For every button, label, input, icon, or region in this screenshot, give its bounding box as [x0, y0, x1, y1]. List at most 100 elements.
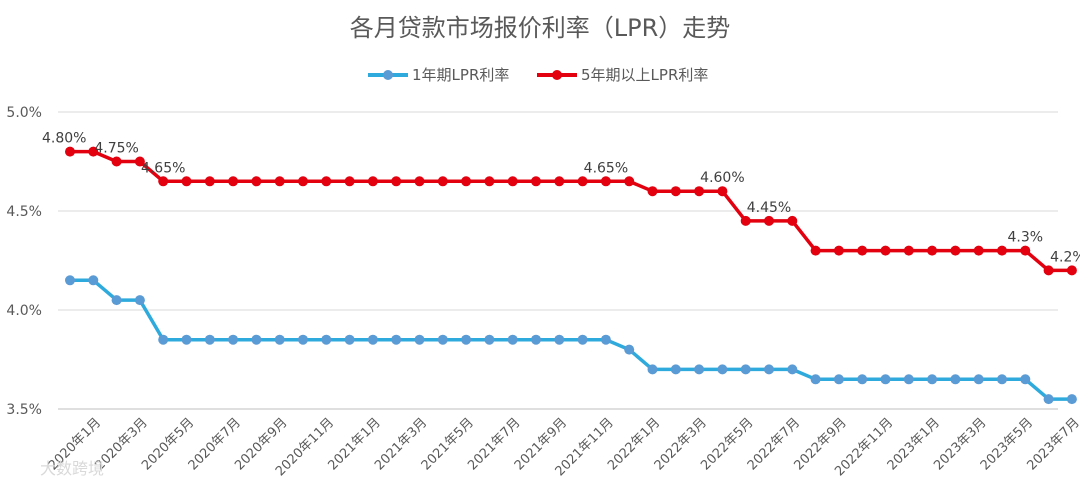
grid-lines	[58, 111, 1058, 410]
data-point-0	[367, 334, 378, 345]
data-point-1	[740, 215, 751, 226]
data-point-1	[1066, 265, 1077, 276]
watermark: 大数跨境	[40, 459, 104, 478]
series-line-0	[70, 278, 1072, 401]
data-point-1	[204, 176, 215, 187]
data-point-0	[437, 334, 448, 345]
data-point-0	[274, 334, 285, 345]
data-point-1	[554, 176, 565, 187]
data-point-0	[624, 344, 635, 355]
data-point-0	[717, 364, 728, 375]
data-label: 4.45%	[747, 200, 791, 216]
data-label: 4.60%	[700, 170, 744, 186]
data-point-1	[647, 186, 658, 197]
data-point-0	[344, 334, 355, 345]
data-point-0	[927, 374, 938, 385]
y-axis: 3.5% 4.0% 4.5% 5.0%	[6, 105, 42, 418]
data-point-1	[391, 176, 402, 187]
data-point-1	[65, 146, 75, 157]
data-point-0	[833, 374, 844, 385]
x-axis: 2020年1月2020年3月2020年5月2020年7月2020年9月2020年…	[46, 415, 1080, 479]
data-point-0	[857, 374, 868, 385]
data-point-0	[973, 374, 984, 385]
data-point-0	[670, 364, 681, 375]
data-point-1	[577, 176, 588, 187]
y-tick-label: 3.5%	[6, 402, 42, 418]
data-point-1	[903, 245, 914, 256]
data-point-1	[251, 176, 262, 187]
data-point-0	[787, 364, 798, 375]
data-point-1	[694, 186, 705, 197]
data-point-1	[367, 176, 378, 187]
legend-marker-1yr	[383, 70, 393, 80]
data-point-0	[134, 295, 145, 306]
data-point-0	[554, 334, 565, 345]
data-point-1	[973, 245, 984, 256]
data-point-0	[298, 334, 308, 345]
data-point-1	[997, 245, 1007, 256]
data-point-0	[531, 334, 541, 345]
data-point-1	[158, 176, 169, 187]
data-point-1	[1043, 265, 1054, 276]
data-point-0	[204, 334, 215, 345]
data-point-0	[810, 374, 821, 385]
data-point-1	[833, 245, 844, 256]
data-point-1	[437, 176, 448, 187]
data-point-1	[461, 176, 472, 187]
data-point-1	[624, 176, 635, 187]
data-point-1	[764, 215, 774, 226]
legend-marker-5yr	[552, 70, 562, 80]
data-point-1	[670, 186, 681, 197]
data-point-0	[65, 275, 75, 286]
data-point-0	[577, 334, 588, 345]
data-point-0	[1043, 394, 1054, 405]
data-point-1	[134, 156, 145, 167]
data-point-0	[1020, 374, 1031, 385]
data-point-1	[531, 176, 541, 187]
data-point-1	[857, 245, 868, 256]
data-point-0	[321, 334, 332, 345]
data-point-0	[997, 374, 1007, 385]
legend-label-5yr: 5年期以上LPR利率	[581, 66, 708, 84]
data-point-1	[88, 146, 99, 157]
data-point-0	[694, 364, 705, 375]
data-point-0	[740, 364, 751, 375]
data-point-1	[880, 245, 891, 256]
y-tick-label: 4.0%	[6, 303, 42, 319]
chart-legend: 1年期LPR利率 5年期以上LPR利率	[368, 66, 708, 84]
legend-label-1yr: 1年期LPR利率	[412, 66, 509, 84]
data-point-1	[950, 245, 961, 256]
data-label: 4.3%	[1008, 230, 1044, 246]
data-point-0	[228, 334, 239, 345]
data-label: 4.2%	[1050, 249, 1080, 265]
chart-title: 各月贷款市场报价利率（LPR）走势	[350, 14, 731, 42]
data-point-1	[810, 245, 821, 256]
data-label: 4.65%	[584, 160, 628, 176]
data-point-1	[507, 176, 518, 187]
data-point-1	[274, 176, 285, 187]
series-layer	[65, 146, 1077, 405]
data-point-1	[600, 176, 611, 187]
data-point-0	[903, 374, 914, 385]
data-point-0	[880, 374, 891, 385]
data-point-1	[414, 176, 425, 187]
data-point-1	[321, 176, 332, 187]
data-point-1	[228, 176, 239, 187]
data-point-1	[484, 176, 495, 187]
data-point-1	[927, 245, 938, 256]
data-point-1	[111, 156, 122, 167]
data-point-0	[181, 334, 192, 345]
data-point-0	[600, 334, 611, 345]
data-point-1	[181, 176, 192, 187]
data-point-0	[461, 334, 472, 345]
data-point-0	[111, 295, 122, 306]
data-point-0	[158, 334, 169, 345]
y-tick-label: 4.5%	[6, 204, 42, 220]
data-point-0	[647, 364, 658, 375]
data-point-0	[950, 374, 961, 385]
data-point-1	[1020, 245, 1031, 256]
data-point-0	[484, 334, 495, 345]
data-point-0	[414, 334, 425, 345]
data-point-0	[391, 334, 402, 345]
